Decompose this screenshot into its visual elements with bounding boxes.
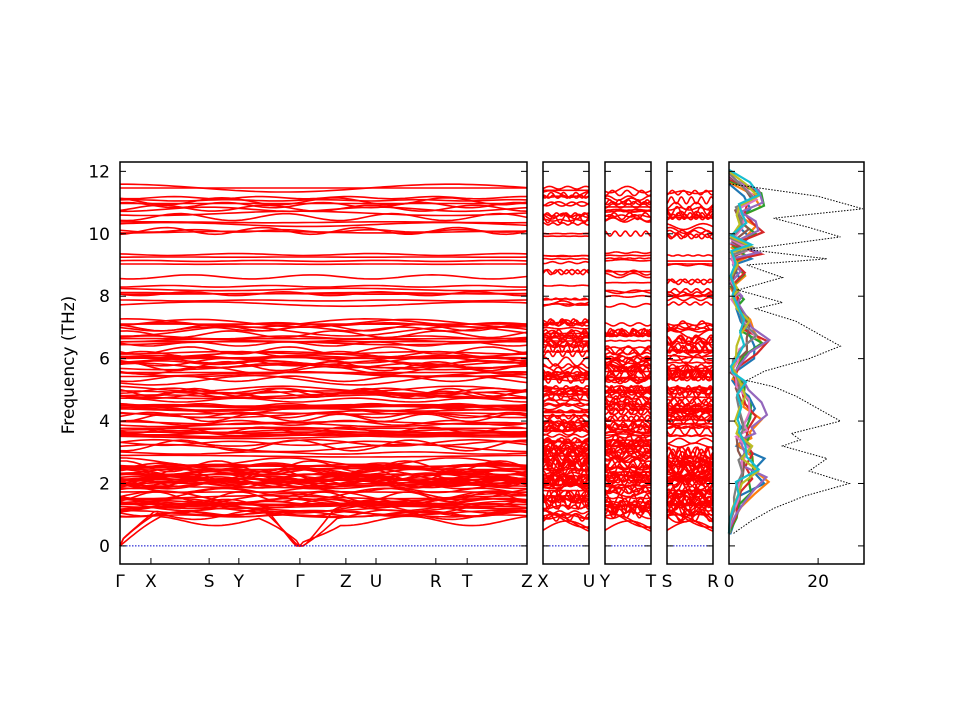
band-line [120,254,527,256]
band-line [667,295,713,296]
band-line [120,260,527,261]
dos-plot [729,170,863,534]
band-line [605,323,651,326]
band-line [543,259,589,260]
band-line [543,328,589,329]
band-line [605,502,651,503]
band-line [543,256,589,257]
x-tick-label: U [370,572,382,592]
x-tick-label: T [645,572,657,592]
band-line [605,231,651,236]
band-line [543,285,589,286]
acoustic-branch [667,521,713,530]
band-line [120,222,527,223]
band-line [543,186,589,189]
y-tick-label: 4 [99,412,110,432]
band-line [543,364,589,368]
band-line [543,299,589,300]
band-line [605,404,651,405]
band-line [605,340,651,341]
band-line [543,400,589,401]
y-axis-label: Frequency (THz) [59,296,79,435]
band-line [667,438,713,443]
x-tick-label: Y [233,572,245,592]
x-tick-label: R [430,572,442,592]
band-line [667,289,713,293]
band-line [605,304,651,307]
band-line [543,338,589,339]
band-line [543,262,589,264]
x-tick-label: Z [340,572,352,592]
band-line [120,327,527,331]
band-line [667,255,713,256]
band-line [605,296,651,298]
x-tick-label: Γ [295,572,305,592]
band-line [120,452,527,454]
x-tick-label: U [583,572,595,592]
x-tick-label: S [204,572,215,592]
band-line [120,275,527,279]
x-tick-label: S [662,572,673,592]
band-line [120,300,527,301]
band-line [120,286,527,288]
band-line [120,294,527,295]
band-line [605,258,651,259]
band-line [543,223,589,225]
band-line [543,448,589,449]
y-tick-label: 2 [99,474,110,494]
acoustic-branch [605,521,651,530]
band-line [667,461,713,462]
y-tick-label: 6 [99,350,110,370]
band-line [120,302,527,306]
band-line [605,255,651,256]
band-line [120,288,527,290]
band-line [120,197,527,199]
band-line [120,455,527,457]
band-line [605,347,651,348]
band-lines [120,184,713,546]
y-tick-label: 0 [99,537,110,557]
band-line [605,260,651,261]
x-tick-label: Γ [115,572,125,592]
y-tick-label: 10 [88,225,110,245]
band-line [667,297,713,300]
x-tick-label: Y [599,572,611,592]
y-tick-label: 12 [88,162,110,182]
x-tick-label: X [145,572,157,592]
x-tick-label: R [707,572,719,592]
dos-x-tick-label: 20 [807,572,829,592]
band-line [667,217,713,218]
band-line [667,302,713,305]
x-tick-label: T [461,572,473,592]
band-line [667,419,713,420]
x-tick-label: Z [521,572,533,592]
acoustic-branch [543,521,589,530]
dos-x-tick-label: 0 [724,572,735,592]
band-line [605,252,651,254]
x-tick-label: X [537,572,549,592]
y-tick-label: 8 [99,287,110,307]
